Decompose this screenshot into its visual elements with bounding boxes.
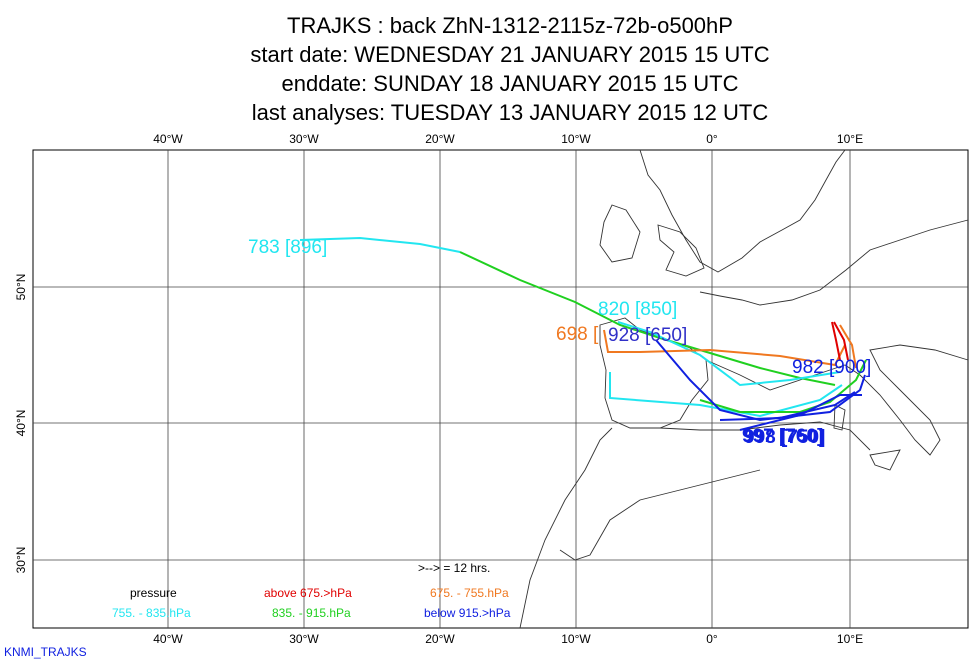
map-frame <box>32 149 969 629</box>
trajectory-label: 998 [750] <box>744 427 825 448</box>
lon-label: 10°E <box>837 632 863 646</box>
legend-item: 835. - 915.hPa <box>272 606 351 620</box>
title-line: start date: WEDNESDAY 21 JANUARY 2015 15… <box>250 42 769 67</box>
legend-item: 675. - 755.hPa <box>430 586 509 600</box>
lat-label: 30°N <box>14 547 28 574</box>
trajectories <box>299 236 867 431</box>
trajectory-label: 997 [760] <box>742 426 823 447</box>
credit: KNMI_TRAJKS <box>4 645 87 659</box>
legend-item: pressure <box>130 586 177 600</box>
trajectory-label: 820 [850] <box>598 299 677 320</box>
lat-label: 50°N <box>14 274 28 301</box>
lon-label: 20°W <box>425 132 455 146</box>
trajectory-label: 783 [896] <box>248 237 327 258</box>
axis-labels: 40°W 40°W 30°W 30°W 20°W 20°W 10°W 10°W 0° 0° 10°E… <box>14 132 863 646</box>
lon-label: 40°W <box>153 632 183 646</box>
trajectory-label: 928 [650] <box>608 325 687 346</box>
lat-label: 40°N <box>14 410 28 437</box>
coastlines <box>519 149 969 629</box>
lon-label: 10°W <box>561 132 591 146</box>
lon-label: 10°W <box>561 632 591 646</box>
trajectory-label: 982 [900] <box>792 357 871 378</box>
title-line: enddate: SUNDAY 18 JANUARY 2015 15 UTC <box>282 71 739 96</box>
lon-label: 40°W <box>153 132 183 146</box>
lon-label: 0° <box>706 632 718 646</box>
lon-label: 30°W <box>289 132 319 146</box>
lon-label: 10°E <box>837 132 863 146</box>
graticule <box>33 150 968 628</box>
lon-label: 0° <box>706 132 718 146</box>
title-line: TRAJKS : back ZhN-1312-2115z-72b-o500hP <box>287 13 733 38</box>
legend-item: above 675.>hPa <box>264 586 352 600</box>
trajectory-label: 698 [ <box>556 324 599 345</box>
lon-label: 30°W <box>289 632 319 646</box>
trajectory-labels: 783 [896] 820 [850] 698 [ 928 [650] 982 [900… <box>248 237 871 448</box>
legend-interval: >--> = 12 hrs. <box>418 561 490 575</box>
lon-label: 20°W <box>425 632 455 646</box>
title-line: last analyses: TUESDAY 13 JANUARY 2015 1… <box>252 100 769 125</box>
legend-item: 755. - 835.hPa <box>112 606 191 620</box>
legend-item: below 915.>hPa <box>424 606 511 620</box>
legend: >--> = 12 hrs. pressure above 675.>hPa 675.… <box>112 561 511 620</box>
title-block: TRAJKS : back ZhN-1312-2115z-72b-o500hP s… <box>250 13 769 125</box>
